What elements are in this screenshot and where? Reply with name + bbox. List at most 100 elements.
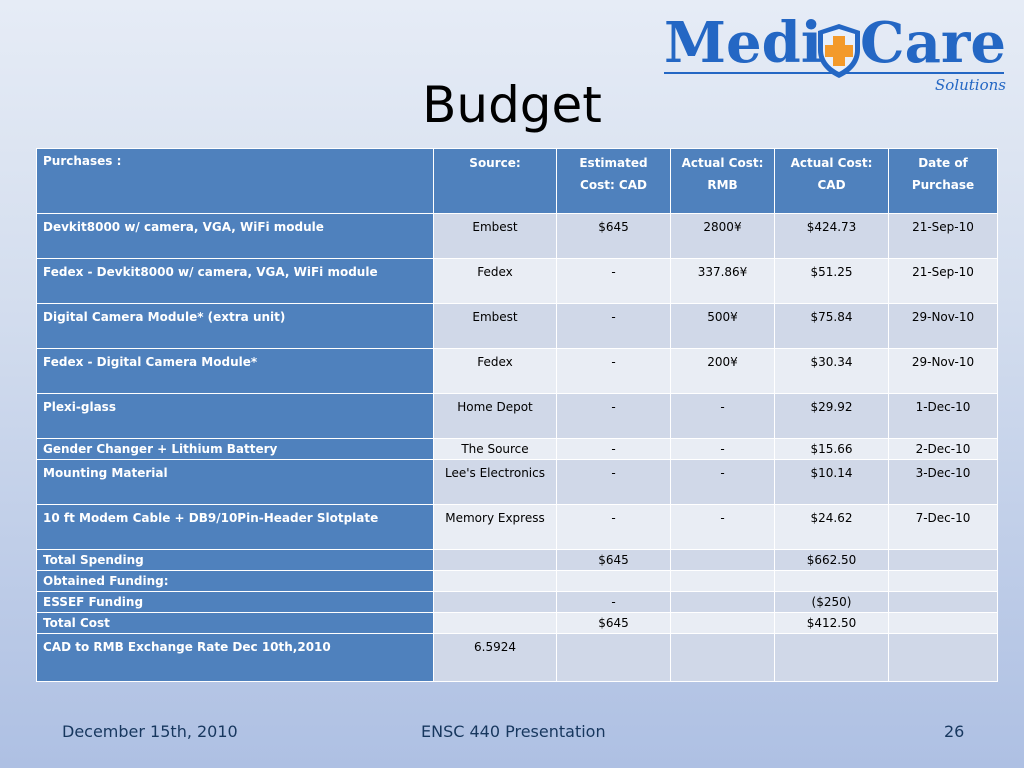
cell-date [888, 633, 998, 682]
cell-cad: $424.73 [774, 213, 889, 259]
table-row: Total Cost $645 $412.50 [36, 612, 998, 634]
table-row: ESSEF Funding - ($250) [36, 591, 998, 613]
cell-date: 21-Sep-10 [888, 258, 998, 304]
cell-source [433, 549, 557, 571]
cell-cad [774, 570, 889, 592]
cell-date [888, 570, 998, 592]
cell-rmb [670, 591, 775, 613]
cell-item: Devkit8000 w/ camera, VGA, WiFi module [36, 213, 434, 259]
cell-item: ESSEF Funding [36, 591, 434, 613]
cell-item: Gender Changer + Lithium Battery [36, 438, 434, 460]
cell-rmb [670, 549, 775, 571]
cell-source: The Source [433, 438, 557, 460]
cell-date [888, 549, 998, 571]
cell-date: 1-Dec-10 [888, 393, 998, 439]
cell-rmb [670, 633, 775, 682]
logo-word-care: Care [860, 10, 1006, 76]
cell-item: CAD to RMB Exchange Rate Dec 10th,2010 [36, 633, 434, 682]
footer-title: ENSC 440 Presentation [421, 722, 606, 741]
cell-item: Mounting Material [36, 459, 434, 505]
cell-est-cad: - [556, 438, 671, 460]
table-row: Digital Camera Module* (extra unit) Embe… [36, 303, 998, 349]
cell-rmb: 500¥ [670, 303, 775, 349]
cell-source [433, 570, 557, 592]
cell-date: 2-Dec-10 [888, 438, 998, 460]
cell-date: 3-Dec-10 [888, 459, 998, 505]
cell-date [888, 612, 998, 634]
table-header-row: Purchases : Source: Estimated Cost: CAD … [36, 148, 998, 214]
mediCare-logo: Medi Care Solutions [662, 10, 1008, 96]
cell-item: Obtained Funding: [36, 570, 434, 592]
cell-cad [774, 633, 889, 682]
cell-rmb: - [670, 393, 775, 439]
table-row: Devkit8000 w/ camera, VGA, WiFi module E… [36, 213, 998, 259]
cell-est-cad: $645 [556, 213, 671, 259]
cell-est-cad: - [556, 348, 671, 394]
table-row: Total Spending $645 $662.50 [36, 549, 998, 571]
cell-item: Fedex - Digital Camera Module* [36, 348, 434, 394]
cell-date: 29-Nov-10 [888, 348, 998, 394]
cell-date: 7-Dec-10 [888, 504, 998, 550]
cell-cad: $30.34 [774, 348, 889, 394]
cell-source [433, 591, 557, 613]
cell-rmb: - [670, 438, 775, 460]
budget-table: Purchases : Source: Estimated Cost: CAD … [36, 148, 998, 682]
header-actual-cost-rmb: Actual Cost: RMB [670, 148, 775, 214]
cell-rmb: 2800¥ [670, 213, 775, 259]
cell-source: Home Depot [433, 393, 557, 439]
table-row: 10 ft Modem Cable + DB9/10Pin-Header Slo… [36, 504, 998, 550]
table-row: Obtained Funding: [36, 570, 998, 592]
cell-item: Fedex - Devkit8000 w/ camera, VGA, WiFi … [36, 258, 434, 304]
cell-cad: ($250) [774, 591, 889, 613]
header-actual-cost-cad: Actual Cost: CAD [774, 148, 889, 214]
cell-item: Total Spending [36, 549, 434, 571]
cell-rmb: - [670, 459, 775, 505]
cell-est-cad: - [556, 303, 671, 349]
cell-cad: $51.25 [774, 258, 889, 304]
cell-est-cad: - [556, 504, 671, 550]
logo-underline [664, 72, 1004, 74]
cell-source: Embest [433, 303, 557, 349]
cell-est-cad: - [556, 459, 671, 505]
cell-est-cad: $645 [556, 612, 671, 634]
cell-source: Fedex [433, 348, 557, 394]
cell-item: 10 ft Modem Cable + DB9/10Pin-Header Slo… [36, 504, 434, 550]
cell-est-cad: - [556, 393, 671, 439]
table-row: Fedex - Devkit8000 w/ camera, VGA, WiFi … [36, 258, 998, 304]
cell-source: Embest [433, 213, 557, 259]
cell-rmb: 200¥ [670, 348, 775, 394]
cell-source: Fedex [433, 258, 557, 304]
table-row: Gender Changer + Lithium Battery The Sou… [36, 438, 998, 460]
cell-est-cad [556, 570, 671, 592]
cell-date: 29-Nov-10 [888, 303, 998, 349]
cell-cad: $29.92 [774, 393, 889, 439]
cell-rmb: - [670, 504, 775, 550]
cell-est-cad [556, 633, 671, 682]
table-row: Plexi-glass Home Depot - - $29.92 1-Dec-… [36, 393, 998, 439]
logo-subtitle: Solutions [935, 76, 1006, 94]
cell-cad: $662.50 [774, 549, 889, 571]
cell-cad: $15.66 [774, 438, 889, 460]
slide-title: Budget [422, 76, 602, 134]
table-row: CAD to RMB Exchange Rate Dec 10th,2010 6… [36, 633, 998, 682]
header-estimated-cost-cad: Estimated Cost: CAD [556, 148, 671, 214]
cell-item: Plexi-glass [36, 393, 434, 439]
cell-source: Memory Express [433, 504, 557, 550]
cell-rmb [670, 570, 775, 592]
shield-cross-icon [818, 24, 860, 78]
footer-date: December 15th, 2010 [62, 722, 238, 741]
header-source: Source: [433, 148, 557, 214]
table-row: Mounting Material Lee's Electronics - - … [36, 459, 998, 505]
cell-est-cad: - [556, 591, 671, 613]
cell-item: Total Cost [36, 612, 434, 634]
cell-source: Lee's Electronics [433, 459, 557, 505]
cell-rmb: 337.86¥ [670, 258, 775, 304]
header-date-of-purchase: Date of Purchase [888, 148, 998, 214]
table-row: Fedex - Digital Camera Module* Fedex - 2… [36, 348, 998, 394]
cell-rmb [670, 612, 775, 634]
cell-date: 21-Sep-10 [888, 213, 998, 259]
header-purchases: Purchases : [36, 148, 434, 214]
cell-cad: $75.84 [774, 303, 889, 349]
cell-item: Digital Camera Module* (extra unit) [36, 303, 434, 349]
cell-source: 6.5924 [433, 633, 557, 682]
